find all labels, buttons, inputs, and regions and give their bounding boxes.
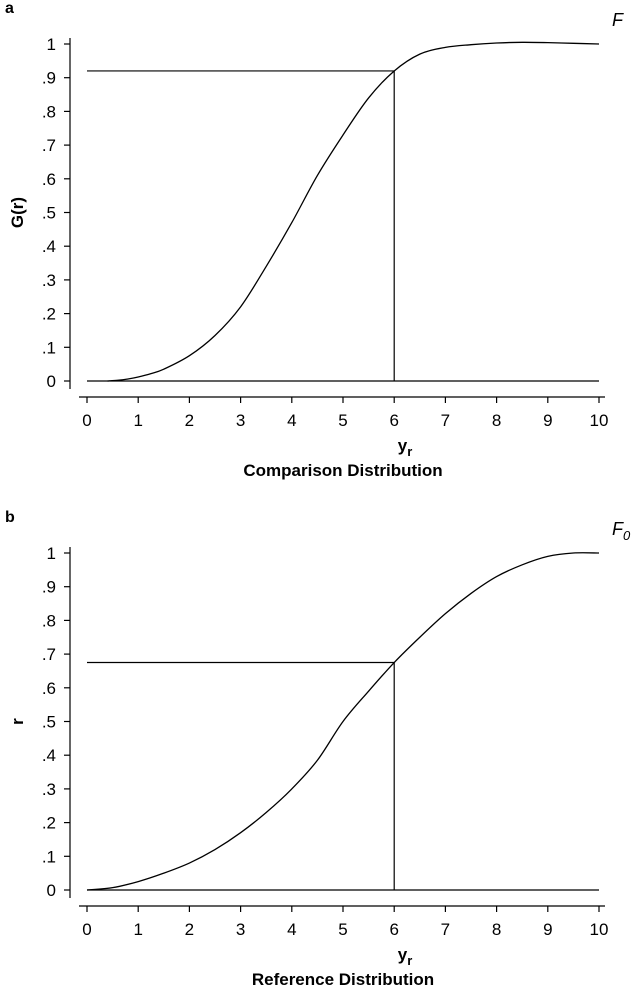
panel-a-y-tick-label: .5 — [42, 204, 56, 223]
panel-b-x-tick-label: 0 — [82, 920, 91, 939]
panel-b-y-tick-label: .7 — [42, 645, 56, 664]
panel-a-x-tick-label: 0 — [82, 411, 91, 430]
panel-b-y-tick-label: 0 — [47, 881, 56, 900]
panel-b-x-tick-label: 9 — [543, 920, 552, 939]
panel-a-x-axis-label-sub: r — [407, 444, 412, 459]
panel-a-letter: a — [5, 0, 14, 17]
panel-a-x-tick-label: 2 — [185, 411, 194, 430]
panel-a-y-tick-label: .2 — [42, 305, 56, 324]
panel-b-y-tick-label: .8 — [42, 611, 56, 630]
panel-b-x-tick-label: 7 — [441, 920, 450, 939]
panel-a-y-tick-label: .7 — [42, 136, 56, 155]
panel-a-x-tick-label: 8 — [492, 411, 501, 430]
panel-b-x-tick-label: 1 — [133, 920, 142, 939]
panel-a-cdf-curve — [107, 41, 600, 382]
panel-a-y-tick-label: .8 — [42, 102, 56, 121]
panel-a-y-tick-label: .4 — [42, 237, 56, 256]
panel-b-x-axis-label-sub: r — [407, 953, 412, 968]
panel-a-x-tick-label: 4 — [287, 411, 296, 430]
panel-b-y-tick-label: .6 — [42, 679, 56, 698]
panel-a-x-tick-label: 9 — [543, 411, 552, 430]
panel-b-x-tick-label: 5 — [338, 920, 347, 939]
panel-b-letter: b — [5, 509, 15, 526]
panel-b-x-tick-label: 10 — [590, 920, 609, 939]
panel-a-x-tick-label: 5 — [338, 411, 347, 430]
panel-b-x-tick-label: 3 — [236, 920, 245, 939]
panel-b-curve-label: F0 — [612, 519, 631, 543]
panel-a-y-tick-label: .9 — [42, 69, 56, 88]
panel-b-cdf-curve — [86, 552, 600, 891]
panel-b-y-tick-label: .4 — [42, 746, 56, 765]
panel-a-y-tick-label: .1 — [42, 338, 56, 357]
panel-b-y-tick-label: .3 — [42, 780, 56, 799]
panel-b-curve-label-sub: 0 — [623, 528, 631, 543]
panel-a-y-tick-label: 0 — [47, 372, 56, 391]
panel-b-subtitle: Reference Distribution — [252, 970, 434, 989]
panel-b-y-tick-label: .9 — [42, 578, 56, 597]
panel-a-x-axis-label: yr — [398, 436, 413, 459]
panel-a-y-tick-label: .3 — [42, 271, 56, 290]
panel-b-y-tick-label: .2 — [42, 814, 56, 833]
panel-a-curve-label-main: F — [612, 10, 624, 30]
panel-b-x-tick-label: 8 — [492, 920, 501, 939]
panel-b-curve-label-main: F — [612, 519, 624, 539]
panel-a-x-tick-label: 7 — [441, 411, 450, 430]
panel-a-x-tick-label: 6 — [389, 411, 398, 430]
panel-a-y-axis-label: G(r) — [8, 197, 27, 228]
panel-a-x-tick-label: 3 — [236, 411, 245, 430]
panel-a-x-tick-label: 1 — [133, 411, 142, 430]
panel-a-x-axis-label-main: y — [398, 436, 408, 455]
panel-a-y-tick-label: .6 — [42, 170, 56, 189]
panel-a-y-tick-label: 1 — [47, 35, 56, 54]
panel-b-y-tick-label: 1 — [47, 544, 56, 563]
panel-b-y-tick-label: .5 — [42, 713, 56, 732]
panel-b-x-tick-label: 6 — [389, 920, 398, 939]
panel-a-subtitle: Comparison Distribution — [243, 461, 442, 480]
panel-a-curve-label: F — [612, 10, 624, 30]
panel-b-y-axis-label: r — [8, 718, 27, 725]
panel-b-x-tick-label: 4 — [287, 920, 296, 939]
panel-b-x-axis-label-main: y — [398, 945, 408, 964]
panel-b-x-axis-label: yr — [398, 945, 413, 968]
panel-b-x-tick-label: 2 — [185, 920, 194, 939]
panel-b-y-tick-label: .1 — [42, 847, 56, 866]
panel-a-x-tick-label: 10 — [590, 411, 609, 430]
